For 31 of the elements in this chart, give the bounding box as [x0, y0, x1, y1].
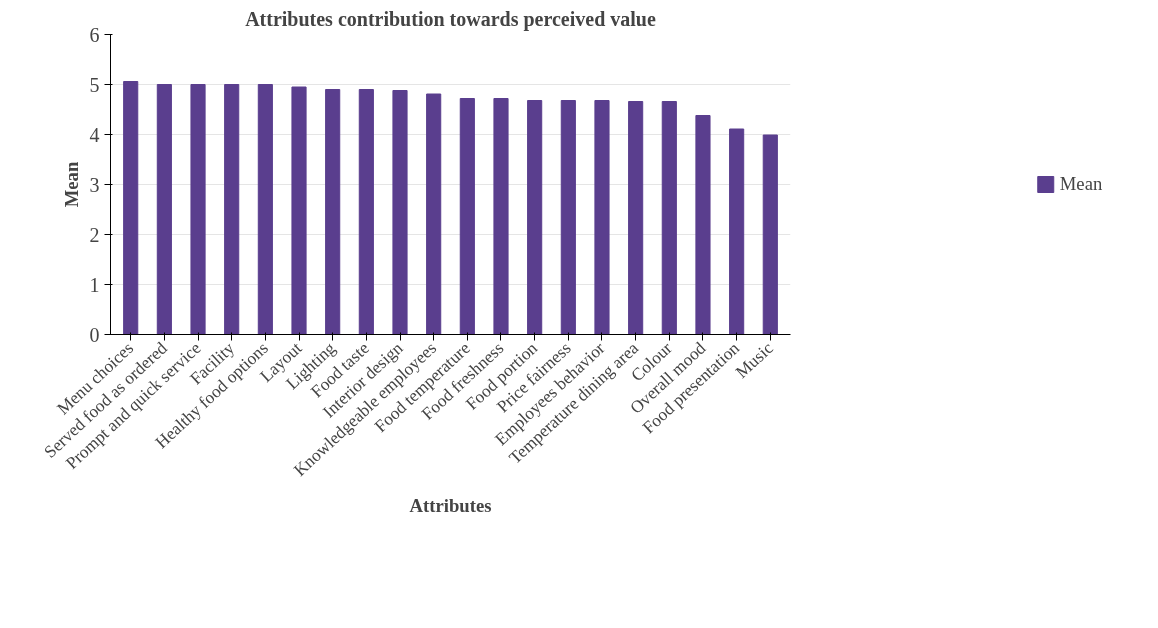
x-axis-title: Attributes: [409, 494, 492, 516]
bar: [325, 89, 341, 335]
y-axis-title: Mean: [60, 161, 82, 208]
chart-title: Attributes contribution towards perceived value: [245, 7, 656, 31]
bar: [493, 98, 509, 335]
bar: [156, 84, 172, 335]
bar: [224, 84, 240, 335]
bar: [257, 84, 273, 335]
bar: [123, 81, 139, 335]
bar: [527, 100, 543, 335]
bar: [594, 100, 610, 335]
y-tick-label: 5: [89, 73, 100, 96]
bar: [291, 86, 307, 335]
y-tick-label: 0: [89, 323, 100, 346]
legend-label: Mean: [1059, 173, 1103, 195]
bar: [560, 100, 576, 335]
y-tick-label: 1: [89, 273, 100, 296]
bar: [729, 128, 745, 335]
bar: [190, 84, 206, 335]
y-tick-label: 2: [89, 223, 100, 246]
y-tick-label: 4: [89, 123, 100, 146]
bar: [762, 134, 778, 335]
bar: [392, 90, 408, 335]
bar: [459, 98, 475, 335]
bar: [695, 115, 711, 335]
y-tick-label: 3: [89, 173, 100, 196]
bar: [628, 101, 644, 335]
bar: [358, 89, 374, 335]
y-tick-label: 6: [89, 23, 100, 46]
bar: [661, 101, 677, 335]
bar: [426, 93, 442, 335]
